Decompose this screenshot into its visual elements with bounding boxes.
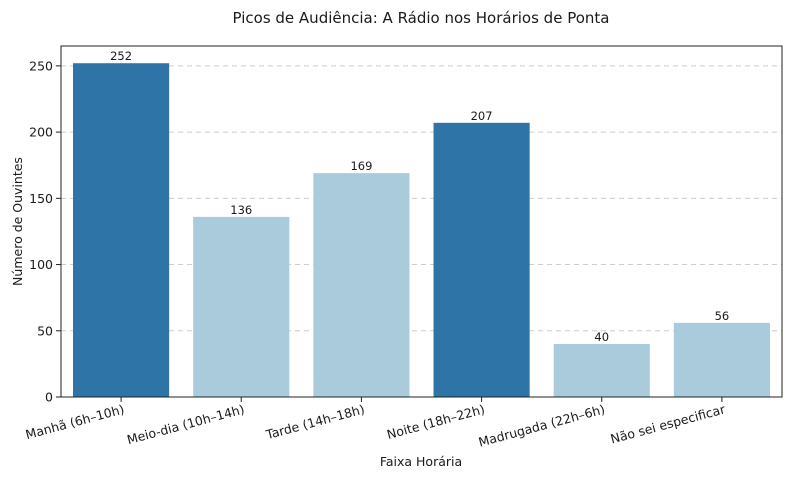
y-tick-label: 150 bbox=[29, 191, 53, 206]
y-tick-label: 250 bbox=[29, 58, 53, 73]
bar bbox=[673, 322, 770, 397]
x-axis: Manhã (6h–10h) Meio-dia (10h–14h) Tarde (1… bbox=[24, 397, 728, 450]
bars-layer: 252 136 169 207 40 56 bbox=[73, 49, 770, 398]
plot-frame bbox=[60, 45, 783, 398]
y-tick-label: 200 bbox=[29, 125, 53, 140]
bar bbox=[313, 173, 410, 397]
bar bbox=[193, 216, 290, 397]
bar bbox=[433, 122, 530, 398]
grid-layer bbox=[61, 65, 782, 332]
x-tick-label: Tarde (14h–18h) bbox=[263, 401, 366, 442]
y-axis-label: Número de Ouvintes bbox=[10, 157, 25, 286]
bar-value-label: 252 bbox=[110, 49, 132, 63]
x-tick-label: Madrugada (22h–6h) bbox=[477, 401, 607, 449]
x-tick-label: Não sei especificar bbox=[609, 401, 728, 446]
x-tick-label: Noite (18h–22h) bbox=[385, 401, 486, 442]
y-tick-label: 0 bbox=[45, 390, 53, 405]
y-tick-label: 100 bbox=[29, 257, 53, 272]
y-tick-label: 50 bbox=[37, 323, 53, 338]
y-axis: 0 50 100 150 200 250 bbox=[29, 58, 61, 405]
bar-value-label: 56 bbox=[715, 309, 730, 323]
bar-value-label: 40 bbox=[594, 330, 609, 344]
x-axis-label: Faixa Horária bbox=[380, 454, 462, 469]
bar bbox=[553, 344, 650, 397]
bar-value-label: 207 bbox=[471, 109, 493, 123]
x-tick-label: Manhã (6h–10h) bbox=[24, 401, 126, 442]
x-tick-label: Meio-dia (10h–14h) bbox=[125, 401, 246, 447]
bar-value-label: 169 bbox=[350, 159, 372, 173]
bar bbox=[73, 63, 170, 397]
bar-value-label: 136 bbox=[230, 203, 252, 217]
chart-title: Picos de Audiência: A Rádio nos Horários… bbox=[233, 9, 610, 27]
